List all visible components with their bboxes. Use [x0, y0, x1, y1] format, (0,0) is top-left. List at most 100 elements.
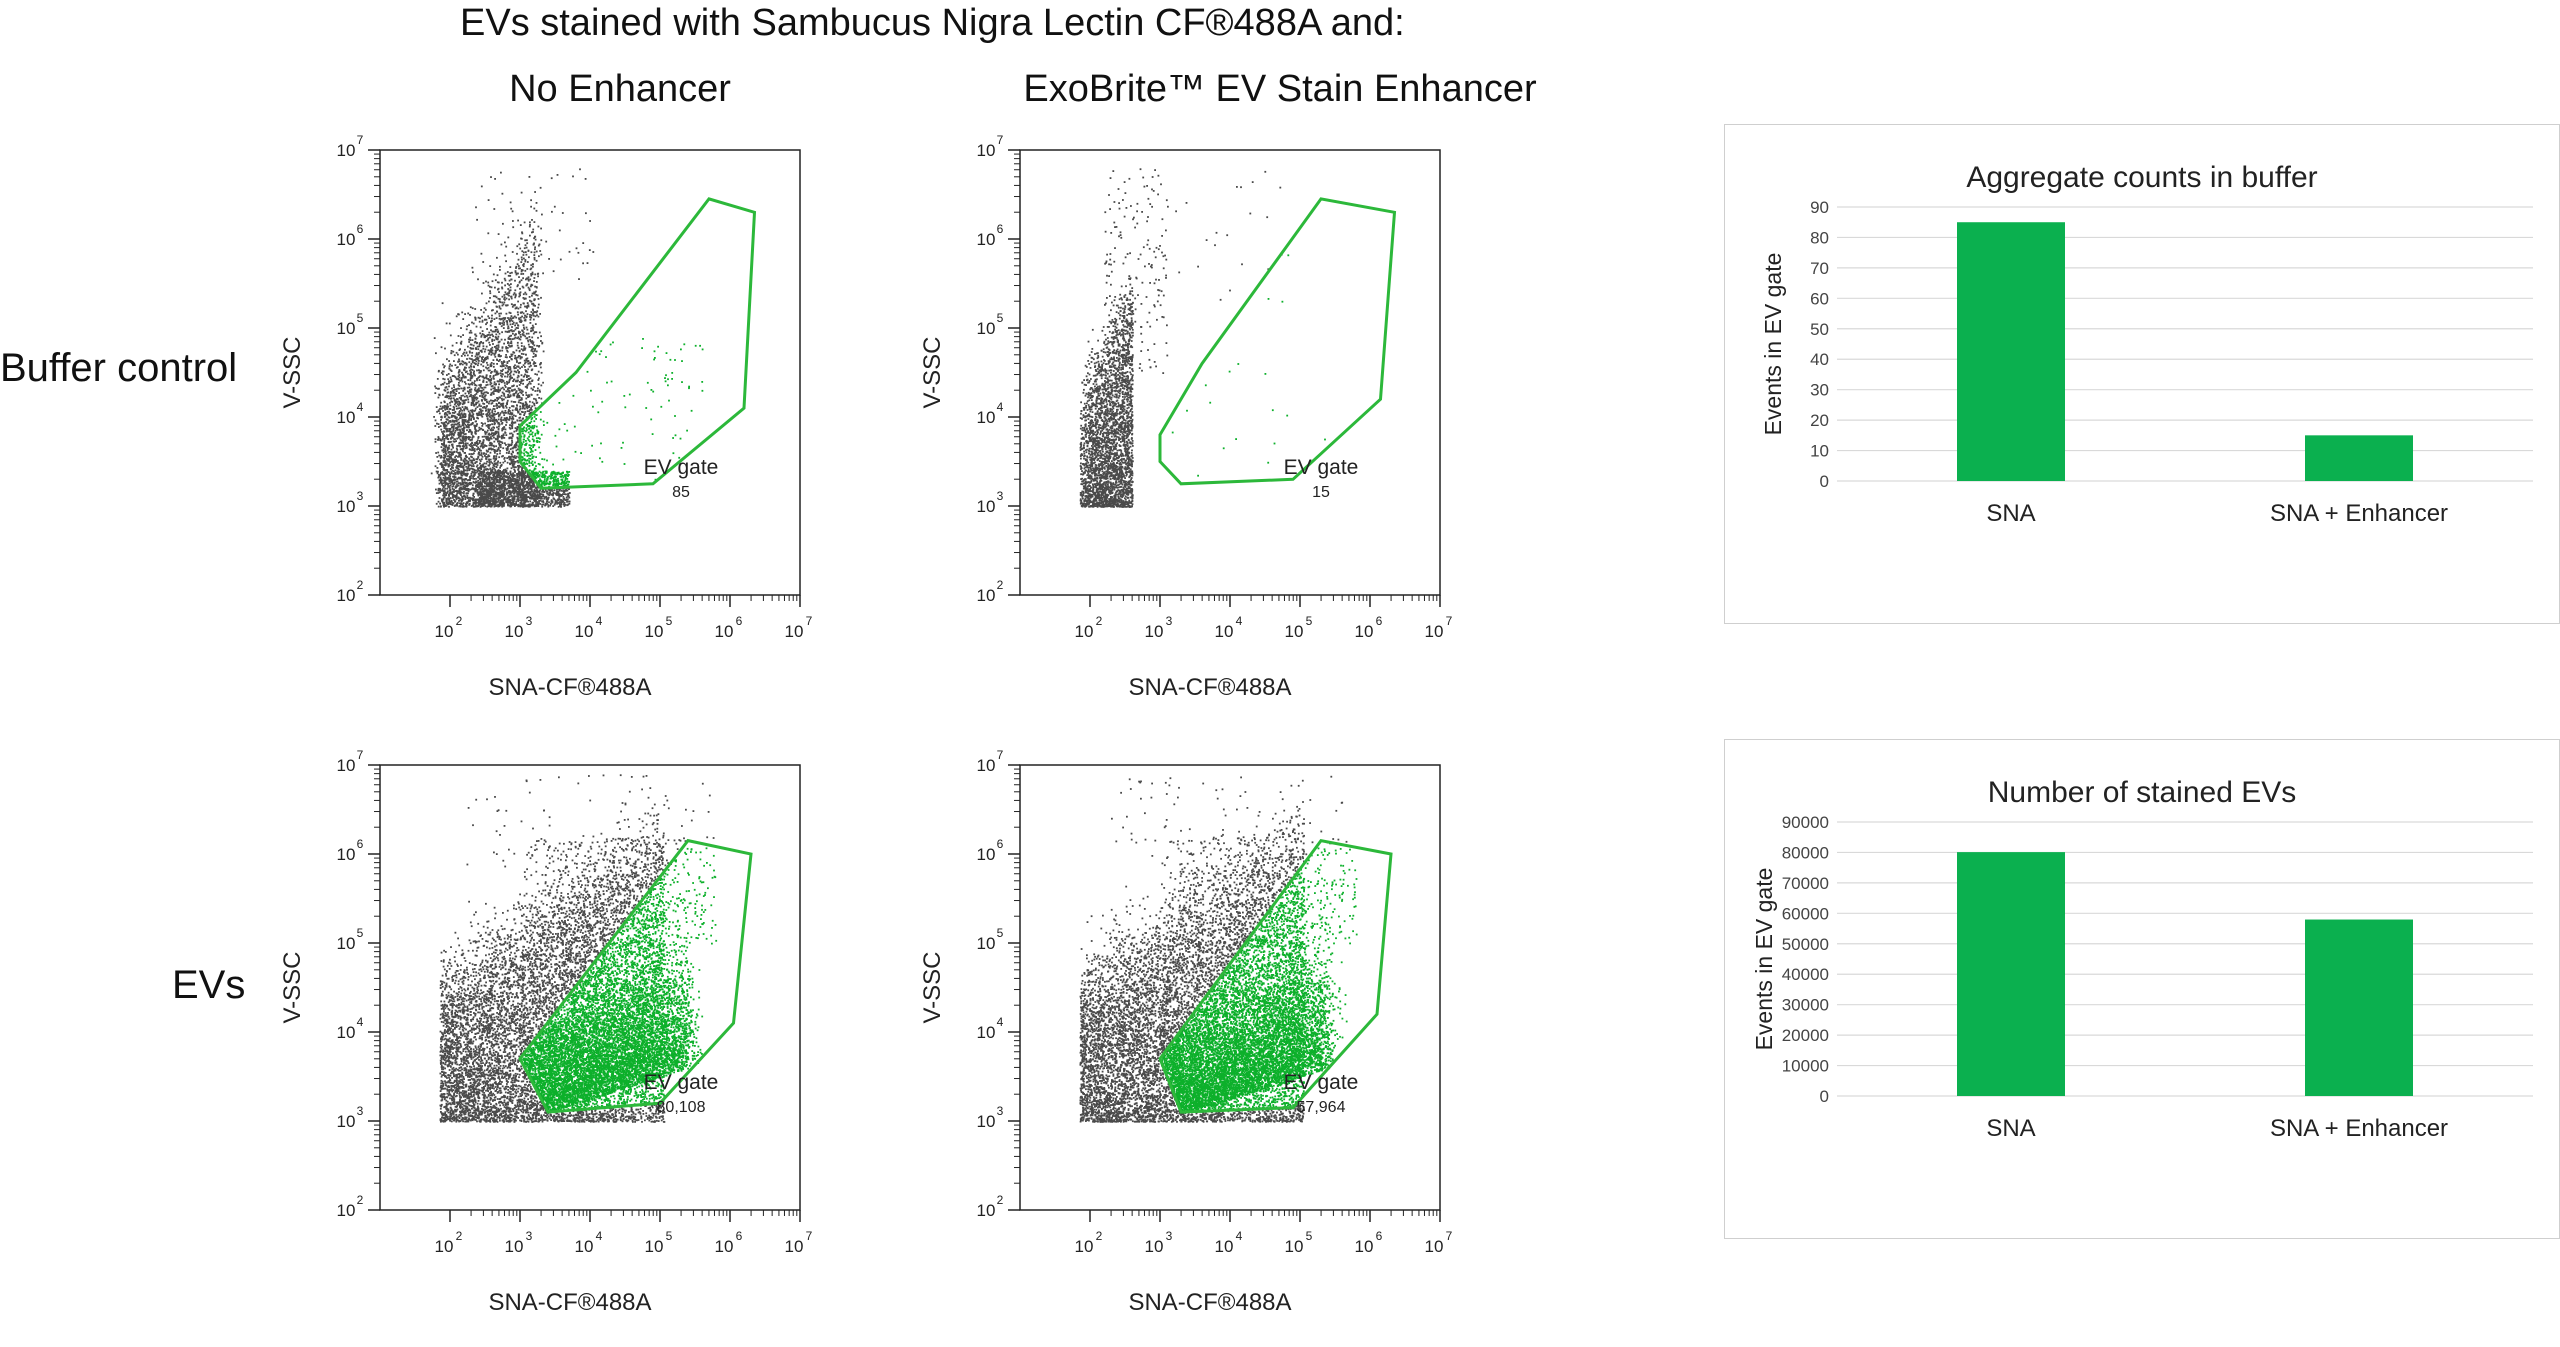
scatter-dot — [482, 402, 484, 405]
scatter-dot — [516, 473, 518, 475]
scatter-dot — [500, 471, 503, 474]
scatter-dot — [477, 388, 479, 391]
scatter-dot — [505, 312, 508, 315]
scatter-dot — [494, 295, 497, 298]
scatter-dot — [508, 330, 511, 332]
scatter-dot — [541, 341, 544, 344]
scatter-dot — [535, 331, 538, 334]
scatter-dot — [445, 478, 447, 481]
scatter-dot — [442, 492, 445, 495]
scatter-dot — [471, 354, 473, 357]
scatter-dot — [448, 489, 451, 492]
scatter-dot — [480, 427, 482, 430]
scatter-dot — [501, 492, 504, 495]
scatter-dot — [498, 298, 501, 300]
scatter-dot — [530, 274, 533, 277]
scatter-dot — [493, 491, 496, 493]
scatter-dot — [448, 382, 450, 385]
scatter-dot — [535, 402, 538, 404]
scatter-dot — [563, 493, 566, 495]
scatter-dot — [548, 475, 551, 478]
scatter-dot — [526, 384, 529, 386]
scatter-dot — [494, 499, 497, 501]
scatter-dot — [470, 477, 472, 480]
scatter-dot — [450, 437, 452, 440]
scatter-dot — [506, 361, 509, 363]
scatter-dot — [517, 445, 520, 448]
scatter-dot — [457, 360, 459, 363]
scatter-dot — [449, 497, 452, 500]
scatter-dot — [458, 376, 461, 379]
scatter-dot — [503, 398, 505, 401]
scatter-dot — [489, 297, 491, 299]
scatter-dot — [511, 320, 514, 323]
scatter-dot — [456, 504, 458, 507]
scatter-dot — [504, 330, 507, 333]
scatter-dot — [468, 395, 471, 398]
scatter-dot — [531, 346, 534, 348]
scatter-dot — [476, 379, 478, 382]
x-tick-label-base: 10 — [645, 622, 664, 641]
scatter-dot — [504, 384, 506, 387]
scatter-dot — [451, 459, 454, 462]
scatter-dot — [441, 500, 443, 503]
scatter-dot — [519, 482, 522, 485]
scatter-dot — [475, 458, 478, 460]
scatter-dot — [447, 476, 449, 479]
scatter-dot — [497, 499, 500, 502]
scatter-dot — [456, 472, 459, 475]
scatter-dot — [486, 321, 488, 324]
scatter-dot — [498, 440, 501, 443]
scatter-dot — [472, 398, 475, 400]
scatter-dot — [486, 468, 488, 470]
scatter-dot — [442, 482, 445, 485]
scatter-dot — [460, 362, 462, 365]
scatter-dot — [484, 395, 486, 398]
scatter-dot — [515, 484, 518, 487]
scatter-dot — [473, 396, 475, 399]
scatter-dot — [497, 487, 499, 490]
scatter-dot — [501, 364, 504, 367]
scatter-dot — [510, 422, 513, 425]
scatter-dot — [492, 273, 495, 276]
scatter-dot — [490, 503, 493, 505]
scatter-dot — [534, 413, 536, 416]
scatter-dot — [496, 256, 498, 259]
scatter-dot — [468, 324, 470, 326]
scatter-dot — [502, 412, 505, 414]
scatter-dot — [471, 431, 473, 434]
scatter-dot — [448, 474, 451, 477]
scatter-dot — [474, 490, 477, 493]
scatter-dot — [467, 490, 470, 493]
scatter-dot — [503, 488, 506, 491]
scatter-dot — [496, 399, 499, 402]
scatter-dot — [509, 424, 511, 426]
scatter-dot — [454, 494, 457, 497]
scatter-dot — [475, 353, 478, 356]
scatter-dot — [463, 399, 466, 402]
scatter-dot — [461, 478, 463, 481]
scatter-dot — [498, 350, 501, 352]
scatter-dot — [504, 367, 507, 370]
scatter-dot — [537, 225, 540, 228]
scatter-dot — [476, 369, 478, 372]
scatter-dot — [532, 265, 534, 268]
scatter-dot — [449, 381, 452, 383]
scatter-dot — [463, 460, 466, 463]
scatter-dot — [463, 395, 466, 398]
scatter-dot — [529, 316, 531, 318]
scatter-dot — [498, 389, 501, 392]
scatter-dot — [495, 405, 498, 407]
scatter-dot — [516, 404, 518, 407]
scatter-dot — [503, 388, 505, 391]
scatter-dot — [513, 351, 516, 354]
scatter-dot — [455, 366, 458, 369]
scatter-dot — [440, 464, 443, 467]
scatter-dot — [506, 449, 508, 452]
scatter-dot — [438, 497, 441, 499]
scatter-dot — [469, 329, 472, 332]
scatter-dot — [519, 367, 521, 370]
scatter-dot — [456, 398, 459, 401]
scatter-dot — [488, 482, 491, 485]
scatter-dot — [463, 505, 465, 508]
